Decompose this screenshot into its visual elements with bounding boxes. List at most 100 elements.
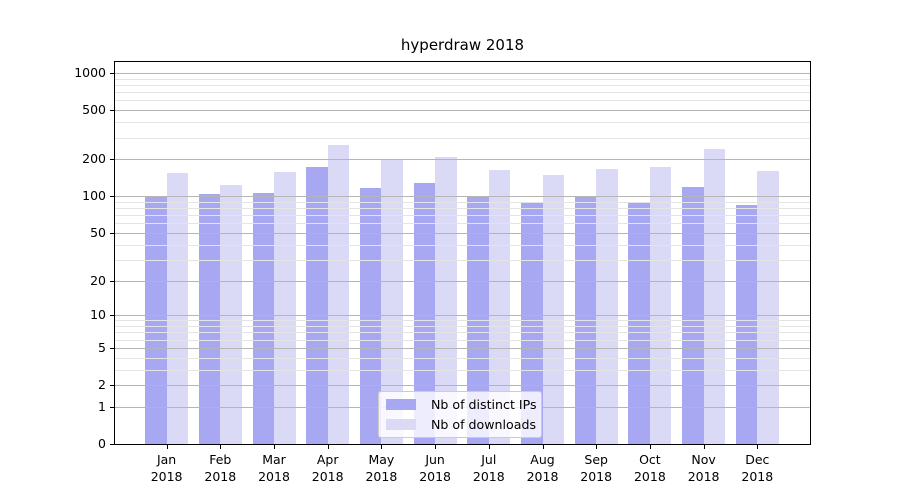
x-tick-year: 2018 bbox=[258, 468, 290, 484]
x-tick-month: Jan bbox=[156, 452, 177, 467]
y-tick-mark bbox=[110, 347, 114, 349]
x-tick-month: Jun bbox=[425, 452, 445, 467]
y-tick-mark bbox=[110, 72, 114, 74]
bar-downloads bbox=[220, 184, 242, 444]
x-tick-label: Aug 2018 bbox=[511, 452, 575, 485]
x-tick-year: 2018 bbox=[526, 468, 559, 484]
x-tick-mark bbox=[327, 445, 329, 449]
minor-gridline bbox=[115, 122, 810, 124]
y-tick-label: 200 bbox=[82, 151, 106, 167]
minor-gridline bbox=[115, 332, 810, 334]
x-tick-mark bbox=[435, 445, 437, 449]
y-tick-label: 1 bbox=[98, 398, 106, 414]
x-tick-mark bbox=[220, 445, 222, 449]
y-tick-label: 10 bbox=[90, 307, 106, 323]
bar-distinct-ips bbox=[306, 167, 328, 444]
major-gridline bbox=[115, 196, 810, 198]
x-tick-mark bbox=[488, 445, 490, 449]
x-tick-month: Feb bbox=[209, 452, 232, 467]
minor-gridline bbox=[115, 320, 810, 322]
x-tick-mark bbox=[166, 445, 168, 449]
minor-gridline bbox=[115, 84, 810, 86]
x-tick-year: 2018 bbox=[419, 468, 451, 484]
bar-downloads bbox=[166, 173, 189, 444]
bar-downloads bbox=[649, 166, 672, 444]
y-tick-mark bbox=[110, 385, 114, 386]
minor-gridline bbox=[115, 78, 810, 80]
legend-item-distinct-ips: Nb of distinct IPs bbox=[386, 397, 537, 412]
x-tick-year: 2018 bbox=[204, 468, 237, 484]
x-tick-label: May 2018 bbox=[349, 452, 413, 485]
y-tick-label: 500 bbox=[82, 102, 106, 118]
y-tick-mark bbox=[110, 315, 114, 317]
x-tick-month: Aug bbox=[530, 452, 555, 467]
x-tick-year: 2018 bbox=[580, 468, 613, 484]
minor-gridline bbox=[115, 92, 810, 94]
bar-distinct-ips bbox=[252, 192, 274, 444]
legend-item-downloads: Nb of downloads bbox=[386, 417, 536, 432]
minor-gridline bbox=[115, 208, 810, 210]
x-tick-mark bbox=[703, 445, 705, 449]
x-tick-mark bbox=[274, 445, 275, 449]
y-tick-label: 5 bbox=[98, 339, 106, 355]
major-gridline bbox=[115, 347, 810, 349]
bar-downloads bbox=[327, 144, 350, 444]
x-tick-year: 2018 bbox=[150, 468, 183, 484]
x-tick-year: 2018 bbox=[311, 468, 344, 484]
y-tick-mark bbox=[110, 196, 114, 198]
y-tick-mark bbox=[110, 110, 114, 112]
x-tick-month: Jul bbox=[481, 452, 497, 467]
legend-label-distinct-ips: Nb of distinct IPs bbox=[431, 397, 537, 412]
minor-gridline bbox=[115, 137, 810, 139]
bar-distinct-ips bbox=[628, 202, 650, 444]
x-tick-mark bbox=[649, 445, 651, 449]
major-gridline bbox=[115, 159, 810, 161]
x-tick-label: Jul 2018 bbox=[457, 452, 521, 485]
minor-gridline bbox=[115, 326, 810, 327]
major-gridline bbox=[115, 72, 810, 74]
x-tick-year: 2018 bbox=[741, 468, 774, 484]
minor-gridline bbox=[115, 244, 810, 246]
x-tick-year: 2018 bbox=[472, 468, 505, 484]
x-tick-month: Sep bbox=[584, 452, 608, 467]
minor-gridline bbox=[115, 357, 810, 359]
y-tick-label: 100 bbox=[82, 188, 106, 204]
major-gridline bbox=[115, 110, 810, 112]
x-tick-year: 2018 bbox=[687, 468, 720, 484]
x-tick-mark bbox=[381, 445, 383, 449]
y-tick-label: 50 bbox=[90, 224, 106, 240]
y-tick-mark bbox=[110, 444, 114, 445]
bar-distinct-ips bbox=[735, 205, 758, 444]
legend: Nb of distinct IPs Nb of downloads bbox=[378, 391, 542, 438]
major-gridline bbox=[115, 280, 810, 282]
x-tick-label: Mar 2018 bbox=[242, 452, 306, 485]
major-gridline bbox=[115, 232, 810, 234]
bar-distinct-ips bbox=[521, 201, 543, 444]
x-tick-label: Jan 2018 bbox=[135, 452, 199, 485]
y-tick-mark bbox=[110, 406, 114, 408]
y-tick-label: 2 bbox=[98, 377, 106, 392]
bar-distinct-ips bbox=[467, 196, 489, 444]
minor-gridline bbox=[115, 215, 810, 217]
chart-title: hyperdraw 2018 bbox=[400, 36, 525, 54]
minor-gridline bbox=[115, 100, 810, 102]
y-tick-mark bbox=[110, 280, 114, 282]
minor-gridline bbox=[115, 369, 810, 371]
y-tick-label: 20 bbox=[90, 272, 106, 288]
y-tick-mark bbox=[110, 232, 114, 234]
y-tick-mark bbox=[110, 159, 114, 161]
bar-downloads bbox=[274, 172, 296, 444]
x-tick-label: Apr 2018 bbox=[296, 452, 360, 485]
bar-downloads bbox=[757, 171, 779, 444]
x-tick-mark bbox=[542, 445, 544, 449]
x-tick-month: Apr bbox=[316, 452, 339, 467]
minor-gridline bbox=[115, 339, 810, 341]
x-tick-mark bbox=[757, 445, 759, 449]
x-tick-label: Sep 2018 bbox=[564, 452, 628, 485]
x-tick-label: Dec 2018 bbox=[725, 452, 789, 485]
bar-downloads bbox=[435, 156, 457, 444]
x-tick-month: Dec bbox=[745, 452, 770, 467]
x-tick-month: May bbox=[368, 452, 395, 467]
plot-area bbox=[114, 61, 811, 445]
bar-downloads bbox=[703, 149, 726, 444]
